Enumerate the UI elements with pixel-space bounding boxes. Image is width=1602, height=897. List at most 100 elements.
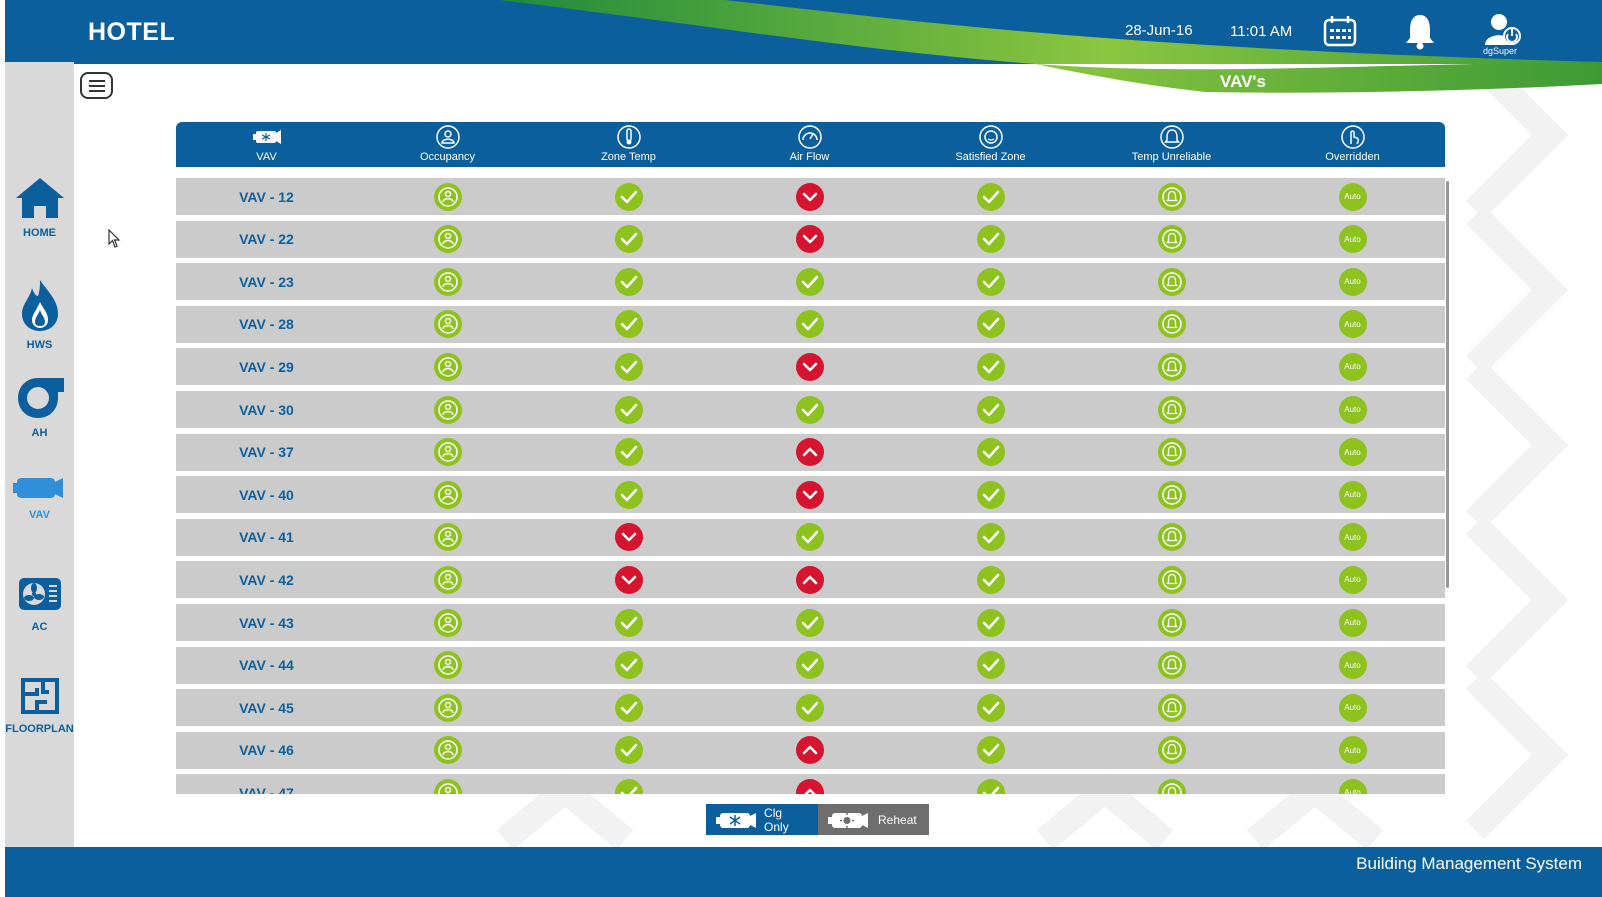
vav-name[interactable]: VAV - 47 bbox=[239, 784, 294, 794]
notification-bell-icon[interactable] bbox=[1403, 12, 1437, 50]
table-cell bbox=[357, 774, 538, 794]
table-cell bbox=[538, 732, 719, 769]
reheat-button[interactable]: Reheat bbox=[818, 804, 929, 835]
table-row[interactable]: VAV - 41 Auto bbox=[176, 518, 1445, 556]
override-status-badge[interactable]: Auto bbox=[1338, 523, 1367, 552]
table-row[interactable]: VAV - 12 Auto bbox=[176, 178, 1445, 215]
zone-temp-status-icon bbox=[614, 608, 643, 637]
occupancy-icon bbox=[433, 480, 462, 509]
table-row[interactable]: VAV - 23 Auto bbox=[176, 263, 1445, 301]
column-header-satisfied-zone: Satisfied Zone bbox=[900, 122, 1081, 167]
vav-name[interactable]: VAV - 46 bbox=[239, 742, 294, 759]
table-cell bbox=[538, 561, 719, 598]
nav-item-hws[interactable]: HWS bbox=[5, 278, 74, 351]
menu-toggle-button[interactable] bbox=[80, 72, 113, 99]
table-row[interactable]: VAV - 47 Auto bbox=[176, 774, 1445, 794]
table-row[interactable]: VAV - 29 Auto bbox=[176, 348, 1445, 386]
occupancy-icon bbox=[433, 395, 462, 424]
current-time: 11:01 AM bbox=[1230, 23, 1293, 40]
table-cell bbox=[357, 391, 538, 428]
table-row[interactable]: VAV - 43 Auto bbox=[176, 604, 1445, 641]
satisfied-zone-status-icon bbox=[976, 225, 1005, 254]
override-status-badge[interactable]: Auto bbox=[1338, 352, 1367, 381]
temp-unreliable-icon bbox=[1157, 565, 1186, 594]
override-status-badge[interactable]: Auto bbox=[1338, 182, 1367, 211]
nav-item-ac[interactable]: AC bbox=[5, 576, 74, 633]
table-cell: Auto bbox=[1262, 689, 1443, 726]
override-status-badge[interactable]: Auto bbox=[1338, 693, 1367, 722]
table-row[interactable]: VAV - 28 Auto bbox=[176, 305, 1445, 343]
vav-name[interactable]: VAV - 28 bbox=[239, 316, 294, 333]
override-status-badge[interactable]: Auto bbox=[1338, 310, 1367, 339]
occupancy-icon bbox=[433, 736, 462, 765]
table-cell bbox=[538, 178, 719, 215]
table-cell: VAV - 22 bbox=[176, 221, 357, 258]
override-status-badge[interactable]: Auto bbox=[1338, 438, 1367, 467]
override-status-badge[interactable]: Auto bbox=[1338, 651, 1367, 680]
satisfied-zone-status-icon bbox=[976, 352, 1005, 381]
vav-table-body: VAV - 12 Auto VAV - 22 Auto VAV - 23 Auto VAV … bbox=[176, 178, 1445, 794]
table-row[interactable]: VAV - 42 Auto bbox=[176, 561, 1445, 599]
vav-name[interactable]: VAV - 29 bbox=[239, 358, 294, 375]
table-cell bbox=[357, 561, 538, 598]
nav-item-ah[interactable]: AH bbox=[5, 376, 74, 439]
vav-name[interactable]: VAV - 22 bbox=[239, 231, 294, 248]
nav-item-floorplan[interactable]: FLOORPLAN bbox=[5, 676, 74, 735]
table-cell bbox=[1081, 604, 1262, 641]
vav-name[interactable]: VAV - 37 bbox=[239, 444, 294, 461]
table-scrollbar[interactable] bbox=[1446, 181, 1449, 588]
table-cell: VAV - 37 bbox=[176, 434, 357, 471]
nav-label-hws: HWS bbox=[26, 339, 53, 351]
table-cell bbox=[1081, 263, 1262, 300]
occupancy-icon bbox=[433, 225, 462, 254]
user-logout-icon[interactable] bbox=[1485, 12, 1521, 46]
table-cell bbox=[719, 689, 900, 726]
floorplan-icon bbox=[20, 678, 59, 714]
table-row[interactable]: VAV - 22 Auto bbox=[176, 220, 1445, 258]
cooling-only-button[interactable]: Clg Only bbox=[706, 804, 818, 835]
table-row[interactable]: VAV - 46 Auto bbox=[176, 731, 1445, 769]
override-status-badge[interactable]: Auto bbox=[1338, 395, 1367, 424]
occupancy-icon bbox=[433, 438, 462, 467]
vav-name[interactable]: VAV - 12 bbox=[239, 188, 294, 205]
override-label: Auto bbox=[1344, 405, 1361, 414]
table-row[interactable]: VAV - 44 Auto bbox=[176, 646, 1445, 684]
vav-icon bbox=[12, 478, 63, 498]
override-label: Auto bbox=[1344, 745, 1361, 755]
app-frame: HOTEL 28-Jun-16 11:01 AM dgSuper bbox=[5, 0, 1602, 897]
override-status-badge[interactable]: Auto bbox=[1338, 778, 1367, 794]
nav-item-vav[interactable]: VAV bbox=[5, 474, 74, 521]
table-row[interactable]: VAV - 40 Auto bbox=[176, 476, 1445, 514]
vav-name[interactable]: VAV - 30 bbox=[239, 401, 294, 418]
table-cell bbox=[357, 732, 538, 769]
override-status-badge[interactable]: Auto bbox=[1338, 565, 1367, 594]
table-row[interactable]: VAV - 45 Auto bbox=[176, 689, 1445, 727]
vav-name[interactable]: VAV - 23 bbox=[239, 273, 294, 290]
table-cell bbox=[719, 221, 900, 258]
table-cell bbox=[1081, 689, 1262, 726]
vav-name[interactable]: VAV - 44 bbox=[239, 657, 294, 674]
override-status-badge[interactable]: Auto bbox=[1338, 608, 1367, 637]
override-status-badge[interactable]: Auto bbox=[1338, 225, 1367, 254]
table-row[interactable]: VAV - 37 Auto bbox=[176, 433, 1445, 471]
table-cell: VAV - 23 bbox=[176, 263, 357, 300]
vav-name[interactable]: VAV - 42 bbox=[239, 571, 294, 588]
override-label: Auto bbox=[1344, 362, 1361, 372]
table-row[interactable]: VAV - 30 Auto bbox=[176, 391, 1445, 428]
override-status-badge[interactable]: Auto bbox=[1338, 736, 1367, 765]
occupancy-icon bbox=[433, 693, 462, 722]
override-status-badge[interactable]: Auto bbox=[1338, 480, 1367, 509]
column-header-temp-unreliable: Temp Unreliable bbox=[1081, 122, 1262, 167]
override-status-badge[interactable]: Auto bbox=[1338, 267, 1367, 296]
satisfied-zone-status-icon bbox=[976, 395, 1005, 424]
nav-item-home[interactable]: HOME bbox=[5, 176, 74, 239]
table-cell: Auto bbox=[1262, 519, 1443, 556]
calendar-icon[interactable] bbox=[1323, 15, 1357, 47]
vav-name[interactable]: VAV - 43 bbox=[239, 614, 294, 631]
column-header-label: Occupancy bbox=[419, 151, 476, 163]
vav-name[interactable]: VAV - 41 bbox=[239, 529, 294, 546]
table-cell: Auto bbox=[1262, 476, 1443, 513]
vav-name[interactable]: VAV - 40 bbox=[239, 486, 294, 503]
vav-name[interactable]: VAV - 45 bbox=[239, 699, 294, 716]
column-header-zone-temp: Zone Temp bbox=[538, 122, 719, 167]
